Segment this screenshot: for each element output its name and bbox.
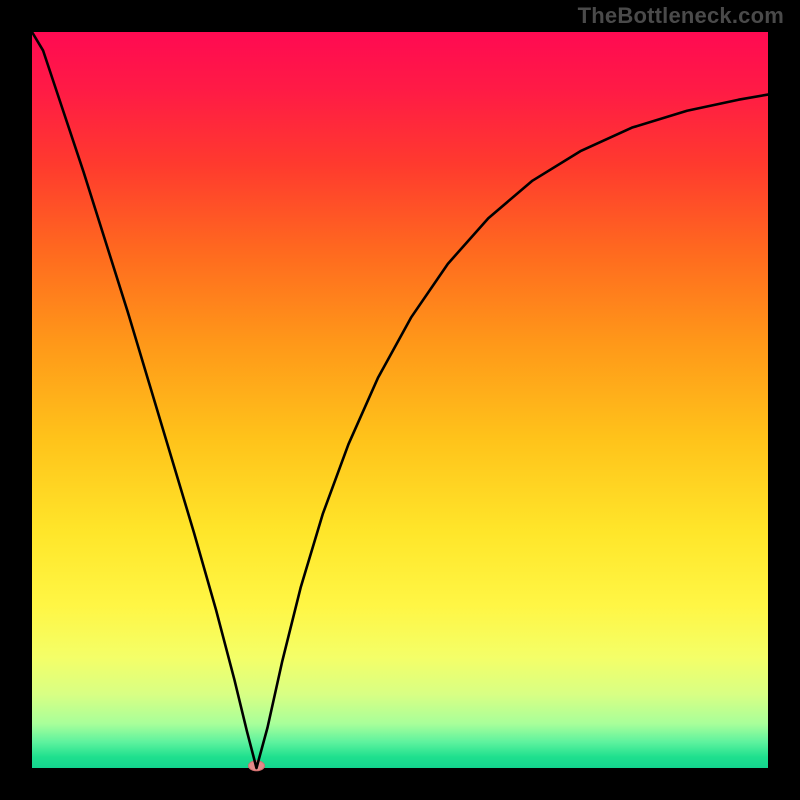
attribution-text: TheBottleneck.com bbox=[578, 3, 784, 29]
bottleneck-chart bbox=[0, 0, 800, 800]
plot-area bbox=[32, 32, 768, 768]
chart-frame: TheBottleneck.com bbox=[0, 0, 800, 800]
